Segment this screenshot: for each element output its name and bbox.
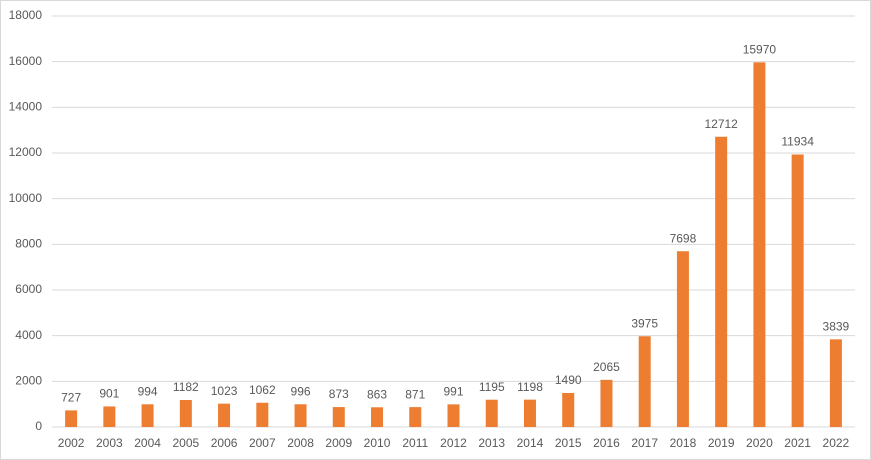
data-label: 1023: [211, 384, 238, 398]
bar: [294, 404, 307, 427]
y-tick-label: 12000: [9, 145, 43, 159]
bar: [65, 410, 78, 427]
bar: [103, 406, 116, 427]
bar: [829, 339, 842, 427]
y-tick-label: 8000: [15, 237, 42, 251]
y-tick-label: 2000: [15, 374, 42, 388]
x-tick-label: 2020: [746, 436, 773, 450]
data-label: 11934: [781, 135, 814, 149]
data-label: 1490: [555, 373, 582, 387]
bar: [791, 154, 804, 427]
bar: [562, 392, 575, 427]
bar: [638, 336, 651, 427]
x-tick-label: 2008: [287, 436, 314, 450]
bar: [753, 62, 766, 428]
data-label: 994: [138, 384, 158, 398]
y-tick-label: 0: [35, 419, 42, 433]
x-tick-label: 2007: [249, 436, 276, 450]
data-label: 1062: [249, 383, 276, 397]
data-label: 901: [99, 387, 119, 401]
bar: [371, 407, 384, 427]
y-tick-label: 6000: [15, 282, 42, 296]
x-tick-label: 2006: [211, 436, 238, 450]
y-tick-label: 4000: [15, 328, 42, 342]
x-tick-label: 2002: [58, 436, 85, 450]
y-tick-label: 16000: [9, 54, 43, 68]
x-tick-label: 2009: [325, 436, 352, 450]
bar: [447, 404, 460, 427]
data-label: 863: [367, 387, 387, 401]
data-label: 1195: [479, 380, 505, 394]
bar: [179, 400, 192, 427]
x-tick-label: 2010: [364, 436, 391, 450]
bar: [332, 407, 345, 427]
bar: [485, 399, 498, 427]
data-label: 1182: [173, 380, 199, 394]
x-tick-label: 2016: [593, 436, 620, 450]
y-tick-label: 10000: [9, 191, 43, 205]
x-tick-label: 2015: [555, 436, 582, 450]
bar: [676, 251, 689, 427]
data-label: 3839: [823, 320, 850, 334]
bar: [141, 404, 154, 427]
data-label: 727: [61, 391, 81, 405]
x-tick-label: 2004: [134, 436, 161, 450]
x-tick-label: 2003: [96, 436, 123, 450]
x-tick-label: 2005: [172, 436, 199, 450]
x-tick-label: 2019: [708, 436, 735, 450]
bar: [409, 407, 422, 427]
bar: [715, 136, 728, 427]
x-tick-label: 2011: [402, 436, 428, 450]
x-tick-label: 2013: [478, 436, 505, 450]
bar: [256, 402, 269, 427]
x-tick-label: 2017: [631, 436, 658, 450]
bar: [523, 399, 536, 427]
data-label: 996: [291, 384, 311, 398]
data-label: 873: [329, 387, 349, 401]
bar: [600, 379, 613, 427]
x-tick-label: 2021: [784, 436, 811, 450]
data-label: 871: [405, 387, 425, 401]
data-label: 991: [443, 385, 463, 399]
bar: [218, 403, 231, 427]
x-tick-label: 2022: [823, 436, 850, 450]
data-label: 2065: [593, 360, 620, 374]
data-label: 1198: [517, 380, 543, 394]
data-label: 15970: [743, 43, 777, 57]
x-tick-label: 2018: [670, 436, 697, 450]
x-tick-label: 2012: [440, 436, 467, 450]
data-label: 7698: [670, 231, 697, 245]
x-tick-label: 2014: [517, 436, 544, 450]
y-tick-label: 18000: [9, 8, 43, 22]
y-tick-label: 14000: [9, 100, 43, 114]
data-label: 3975: [631, 316, 658, 330]
data-label: 12712: [704, 117, 738, 131]
